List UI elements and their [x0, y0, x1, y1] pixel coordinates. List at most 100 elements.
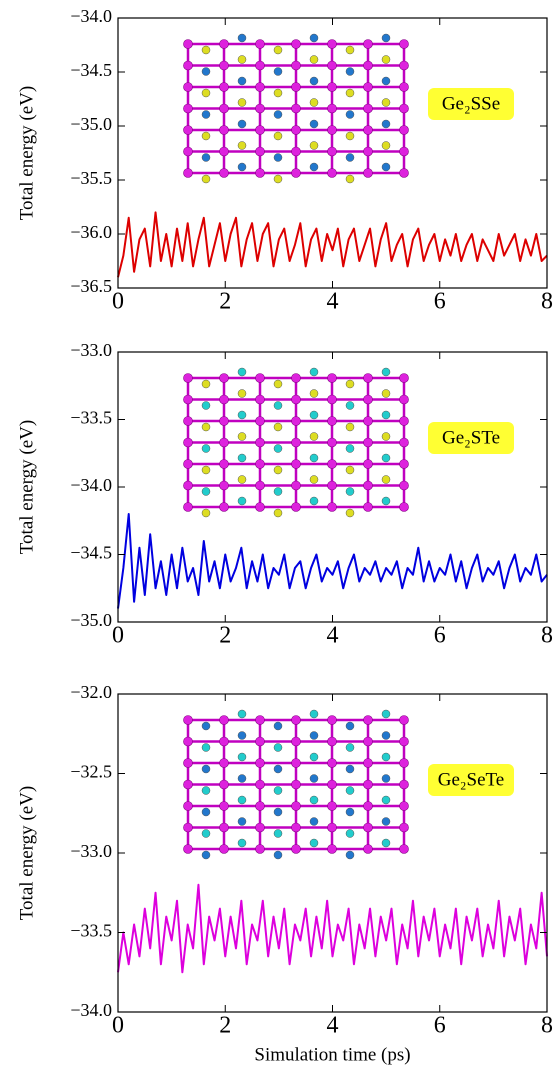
- atom: [183, 416, 193, 426]
- atom: [219, 459, 229, 469]
- atom: [291, 82, 301, 92]
- atom: [309, 410, 319, 420]
- atom: [237, 76, 247, 86]
- atom: [219, 394, 229, 405]
- x-tick-label: 0: [112, 1013, 124, 1039]
- energy-line: [117, 211, 548, 278]
- x-tick-label: 2: [219, 1013, 231, 1039]
- x-tick-label: 4: [327, 1013, 339, 1039]
- atom: [273, 422, 283, 432]
- atom: [381, 162, 391, 172]
- atom: [201, 131, 211, 141]
- atom: [255, 715, 265, 725]
- atom: [255, 416, 265, 426]
- annotation: Ge₂STe: [442, 427, 500, 448]
- atom: [237, 119, 247, 129]
- atom: [273, 465, 283, 475]
- atom: [237, 817, 247, 826]
- atom: [381, 410, 391, 420]
- atom: [201, 786, 211, 795]
- atom: [309, 162, 319, 172]
- atom: [381, 367, 391, 377]
- atom: [363, 758, 373, 768]
- atom: [345, 721, 355, 731]
- atom: [219, 758, 229, 768]
- atom: [345, 153, 355, 162]
- atom: [363, 39, 373, 49]
- atom: [219, 502, 229, 512]
- atom: [291, 736, 301, 747]
- atom: [273, 131, 283, 141]
- atom: [309, 475, 319, 484]
- atom: [399, 82, 409, 92]
- structure-inset: [183, 33, 409, 184]
- y-tick-label: −35.0: [70, 610, 112, 630]
- atom: [327, 758, 337, 768]
- atom: [273, 508, 283, 518]
- atom: [255, 394, 265, 405]
- atom: [309, 453, 319, 463]
- atom: [183, 844, 193, 854]
- atom: [345, 110, 355, 119]
- atom: [381, 33, 391, 43]
- atom: [327, 146, 337, 157]
- atom: [219, 480, 229, 491]
- atom: [291, 844, 301, 854]
- y-tick-label: −33.5: [70, 408, 112, 428]
- atom: [381, 731, 391, 740]
- atom: [399, 844, 409, 854]
- atom: [399, 715, 409, 725]
- atom: [327, 822, 337, 833]
- atom: [381, 76, 391, 86]
- atom: [309, 496, 319, 506]
- atom: [291, 125, 301, 135]
- atom: [345, 67, 355, 76]
- atom: [381, 453, 391, 463]
- atom: [273, 829, 283, 838]
- atom: [327, 844, 337, 854]
- atom: [219, 373, 229, 383]
- atom: [183, 758, 193, 768]
- atom: [363, 715, 373, 725]
- atom: [399, 437, 409, 448]
- atom: [381, 475, 391, 484]
- atom: [237, 709, 247, 719]
- y-tick-label: −32.5: [70, 762, 112, 782]
- atom: [309, 76, 319, 86]
- atom: [273, 786, 283, 795]
- atom: [363, 459, 373, 469]
- atom: [183, 146, 193, 157]
- atom: [381, 496, 391, 506]
- atom: [201, 764, 211, 774]
- atom: [327, 168, 337, 178]
- atom: [237, 752, 247, 762]
- atom: [255, 801, 265, 811]
- atom: [255, 758, 265, 768]
- atom: [183, 103, 193, 114]
- atom: [327, 373, 337, 383]
- atom: [273, 850, 283, 860]
- atom: [309, 389, 319, 398]
- atom: [219, 125, 229, 135]
- atom: [201, 174, 211, 184]
- atom: [363, 125, 373, 135]
- atom: [291, 715, 301, 725]
- atom: [201, 110, 211, 119]
- atom: [291, 416, 301, 426]
- atom: [309, 795, 319, 805]
- atom: [363, 502, 373, 512]
- atom: [255, 779, 265, 790]
- atom: [273, 174, 283, 184]
- y-tick-label: −34.0: [70, 475, 112, 495]
- atom: [363, 103, 373, 114]
- x-tick-label: 8: [541, 1013, 553, 1039]
- atom: [309, 141, 319, 150]
- atom: [309, 55, 319, 64]
- atom: [237, 453, 247, 463]
- atom: [255, 844, 265, 854]
- atom: [237, 55, 247, 64]
- atom: [345, 764, 355, 774]
- atom: [345, 807, 355, 817]
- atom: [237, 33, 247, 43]
